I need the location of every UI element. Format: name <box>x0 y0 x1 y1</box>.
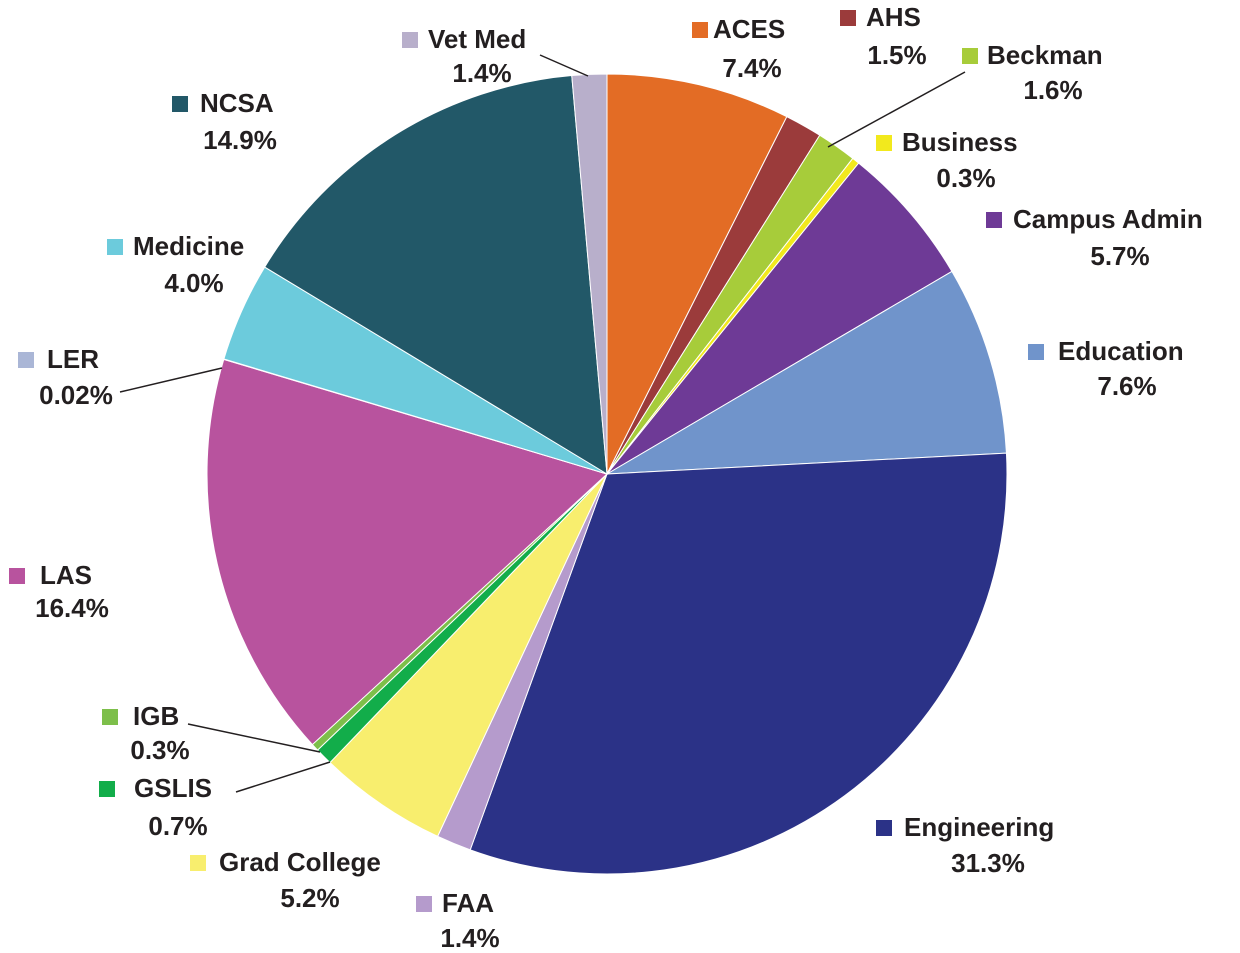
slice-name: IGB <box>133 701 179 731</box>
legend-swatch <box>1028 344 1044 360</box>
slice-name: Campus Admin <box>1013 204 1203 234</box>
legend-swatch <box>172 96 188 112</box>
slice-name: Education <box>1058 336 1184 366</box>
legend-swatch <box>102 709 118 725</box>
slice-name: Medicine <box>133 231 244 261</box>
slice-name: LER <box>47 344 99 374</box>
slice-name: Engineering <box>904 812 1054 842</box>
legend-swatch <box>962 48 978 64</box>
slice-name: Vet Med <box>428 24 526 54</box>
slice-value: 1.5% <box>867 40 926 70</box>
slice-name: Beckman <box>987 40 1103 70</box>
legend-swatch <box>416 896 432 912</box>
slice-name: FAA <box>442 888 494 918</box>
legend-swatch <box>190 855 206 871</box>
pie-slice <box>606 162 953 475</box>
legend-swatch <box>9 568 25 584</box>
slice-value: 31.3% <box>951 848 1025 878</box>
pie-slice <box>206 358 608 746</box>
slice-name: Grad College <box>219 847 381 877</box>
slice-value: 0.7% <box>148 811 207 841</box>
slice-value: 7.6% <box>1097 371 1156 401</box>
slice-name: NCSA <box>200 88 274 118</box>
leader-line <box>187 723 321 753</box>
slice-value: 0.3% <box>936 163 995 193</box>
legend-swatch <box>18 352 34 368</box>
legend-swatch <box>876 820 892 836</box>
slice-value: 1.4% <box>440 923 499 953</box>
slice-name: LAS <box>40 560 92 590</box>
legend-swatch <box>876 135 892 151</box>
slice-value: 16.4% <box>35 593 109 623</box>
slice-value: 14.9% <box>203 125 277 155</box>
slice-name: Business <box>902 127 1018 157</box>
slice-value: 7.4% <box>722 53 781 83</box>
legend-swatch <box>99 781 115 797</box>
leader-line <box>539 54 589 77</box>
pie-slice <box>606 73 788 475</box>
pie-slice <box>606 270 1007 475</box>
slice-value: 0.02% <box>39 380 113 410</box>
pie-slice <box>469 452 1008 875</box>
legend-swatch <box>402 32 418 48</box>
slice-value: 1.4% <box>452 58 511 88</box>
legend-swatch <box>840 10 856 26</box>
slice-name: AHS <box>866 2 921 32</box>
slice-value: 1.6% <box>1023 75 1082 105</box>
slice-value: 4.0% <box>164 268 223 298</box>
legend-swatch <box>107 239 123 255</box>
slice-value: 5.2% <box>280 883 339 913</box>
pie-slice <box>571 73 608 475</box>
slice-value: 5.7% <box>1090 241 1149 271</box>
slice-value: 0.3% <box>130 735 189 765</box>
leader-line <box>119 367 223 393</box>
slice-name: ACES <box>713 14 785 44</box>
slice-name: GSLIS <box>134 773 212 803</box>
pie-slice <box>264 75 608 475</box>
leader-line <box>235 761 331 793</box>
leader-line <box>827 71 966 148</box>
legend-swatch <box>692 22 708 38</box>
legend-swatch <box>986 212 1002 228</box>
